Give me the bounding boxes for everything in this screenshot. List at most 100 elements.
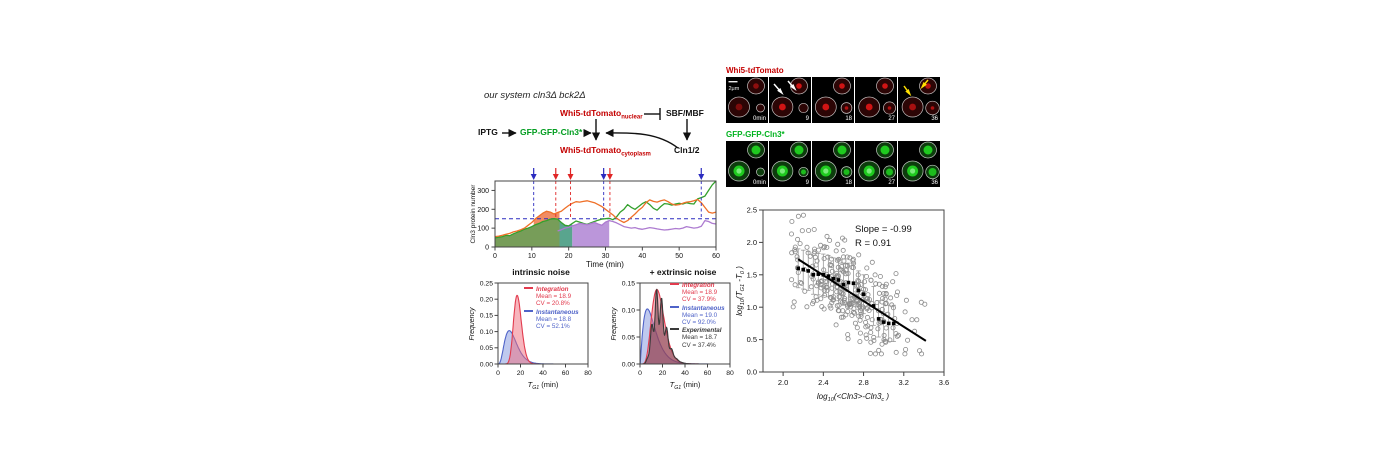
scatter-point [797,280,803,286]
nucleus-core [866,168,872,174]
scatter-panel: 2.0 2.4 2.8 3.2 3.6 0.0 0.5 1.0 1.5 2.0 2.5 log10(<… [733,190,973,408]
scatter-point [883,281,889,287]
scatter-point [866,308,872,314]
legend-mean: Mean = 19.0 [682,311,718,319]
micro-cells-svg [858,141,896,182]
x-axis-label: TG1 (min) [528,380,559,391]
micro-frame: 27 [855,77,897,123]
scatter-point [790,304,796,310]
legend-label: Integration [536,286,569,293]
nucleus-core [779,168,785,174]
mean-point [811,273,816,277]
scatter-point [855,278,861,284]
arrow-cln12-feedback [605,128,679,149]
nucleus-core [823,168,829,174]
scatter-point [851,309,857,315]
x-axis-label: log10(<Cln3>-Cln3c ) [817,392,890,403]
scatter-point [795,236,801,242]
nucleus [801,169,806,175]
scatter-point [854,302,860,308]
scatter-point [819,278,825,284]
mean-point [846,280,851,285]
frame-time-label: 0min [752,116,766,122]
mean-point [816,272,821,276]
scatter-point [792,244,798,250]
legend-entry: Instantaneous Mean = 19.0 CV = 92.0% [670,305,725,327]
scatter-point [845,336,851,342]
scatter-point [834,273,840,279]
scatter-point [872,351,878,357]
micro-cells-svg [814,141,853,182]
x-tick-label: 40 [638,253,646,260]
legend-entry: Instantaneous Mean = 18.8 CV = 52.1% [524,309,579,331]
scatter-point [845,332,851,338]
y-tick-label: 2.5 [747,206,757,215]
scatter-point [842,295,848,301]
scatter-point [818,296,824,302]
y-tick-label: 0.05 [480,345,493,352]
bud-outline [756,167,765,177]
scatter-point [875,326,881,332]
legend-line-icon [670,328,679,331]
scatter-point [856,252,862,258]
y-axis-label: log10(TG1 -T0 ) [735,266,746,316]
hist-intrinsic-plot: 0 20 40 60 80 0.00 0.05 0.10 0.15 0.20 0.25 TG1 (mi… [469,280,592,391]
nucleus [751,145,761,155]
scatter-point [794,254,800,260]
frame-time-label: 18 [845,180,852,186]
legend-mean: Mean = 18.9 [682,289,718,297]
micro-frame: 18 [812,77,854,123]
timeseries-chart: 0 10 20 30 40 50 60 0 100 200 300 Time (min) Cln3 pr… [470,168,720,269]
system-diagram: our system cln3Δ bck2Δ IPTG GFP-GFP-Cln3… [476,86,728,180]
micro-frame: 18 [812,141,854,187]
mean-point [871,304,876,308]
hist-intrinsic-title: intrinsic noise [512,267,570,277]
scatter-chart: 2.0 2.4 2.8 3.2 3.6 0.0 0.5 1.0 1.5 2.0 2.5 log10(<… [735,206,949,403]
frame-time-label: 27 [888,180,895,186]
scatter-point [806,228,812,234]
scatter-point [789,218,795,224]
scatter-point [893,271,899,277]
micro-row1-label: Whi5-tdTomato [726,66,784,75]
microscopy-panel: Whi5-tdTomato 2μm 0min 9 18 27 36 GFP-GFP-Cln… [726,64,946,196]
event-marker-icon [606,174,613,180]
scatter-point [834,270,840,276]
series-line-trace-orange [494,198,717,238]
scatter-point [824,279,830,285]
scatter-point [844,254,850,260]
mean-point [806,269,811,273]
scatter-point [905,337,911,343]
whi5-cytoplasm-main: Whi5-tdTomato [560,145,622,155]
scatter-point [854,325,860,331]
diagram-title: our system cln3Δ bck2Δ [484,90,586,101]
scatter-point [833,248,839,254]
legend-mean: Mean = 18.8 [536,315,572,323]
nucleus [844,106,849,110]
scatter-point [816,247,822,253]
label-whi5-nuclear: Whi5-tdTomatonuclear [560,108,643,121]
scatter-point [804,304,810,310]
mean-point [856,288,861,293]
nucleus [930,106,935,110]
scatter-point [835,241,841,247]
x-tick-label: 0 [638,370,642,377]
scatter-point [792,249,798,255]
scatter-point [857,317,863,323]
label-iptg: IPTG [478,127,498,137]
scatter-point [864,314,870,320]
x-axis-label: TG1 (min) [670,380,701,391]
x-tick-label: 2.4 [818,378,828,387]
scatter-point [879,341,885,347]
nucleus [887,106,892,110]
scatter-point [909,317,915,323]
yellow-arrow-icon [920,82,927,90]
nucleus [909,103,916,111]
scatter-point [799,280,805,286]
legend-cv: CV = 92.0% [682,319,716,327]
scatter-point [876,281,882,287]
scatter-point [864,335,870,341]
bud-outline [798,102,809,114]
y-tick-label: 0.00 [480,361,493,368]
hist-extrinsic-plot: 0 20 40 60 80 0.00 0.05 0.10 0.15 TG1 (min) Freque… [611,280,734,391]
scatter-point [843,312,849,318]
